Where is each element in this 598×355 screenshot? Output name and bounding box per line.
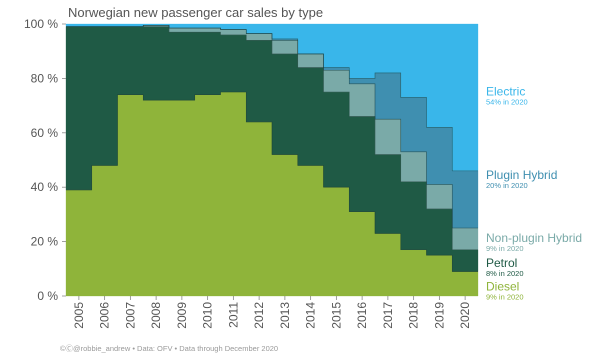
layer-edge [66,25,478,172]
legend-label: Electric [486,84,525,98]
y-tick-label: 20 % [31,235,59,249]
legend-note: 9% in 2020 [486,293,524,302]
x-tick-label: 2020 [458,302,472,329]
legend-label: Non-plugin Hybrid [486,231,582,245]
x-tick-label: 2006 [98,302,112,329]
y-tick-label: 80 % [31,71,59,85]
x-tick-label: 2005 [72,302,86,329]
y-tick-label: 40 % [31,180,59,194]
x-tick-label: 2016 [355,302,369,329]
plot-area [65,23,479,297]
chart-title: Norwegian new passenger car sales by typ… [68,5,323,20]
x-tick-label: 2011 [226,302,240,328]
x-tick-label: 2015 [329,302,343,329]
x-tick-label: 2009 [175,302,189,329]
y-tick-label: 60 % [31,126,59,140]
x-tick-label: 2017 [381,302,395,329]
y-tick-label: 0 % [37,289,58,303]
x-tick-label: 2010 [201,302,215,329]
layer-edge [66,91,478,272]
legend-note: 9% in 2020 [486,244,524,253]
y-axis: 0 % 20 % 40 % 60 % 80 % 100 % [24,17,66,303]
x-tick-label: 2013 [278,302,292,329]
legend-label: Petrol [486,256,517,270]
layer-edge [66,26,478,251]
legend-label: Diesel [486,280,519,294]
x-axis: 2005 2006 2007 2008 2009 2010 2011 2012 2013 2014… [72,296,472,329]
credit-line: ©Ⓒ@robbie_andrew • Data: OFV • Data thro… [60,344,278,353]
x-tick-label: 2007 [123,302,137,329]
x-tick-label: 2018 [407,302,421,329]
legend-note: 8% in 2020 [486,269,524,278]
x-tick-label: 2008 [149,302,163,329]
legend-note: 20% in 2020 [486,181,528,190]
x-tick-label: 2019 [432,302,446,329]
x-tick-label: 2014 [304,302,318,329]
x-tick-label: 2012 [252,302,266,329]
y-tick-label: 100 % [24,17,58,31]
legend-label: Plugin Hybrid [486,168,557,182]
legend-note: 54% in 2020 [486,97,528,106]
